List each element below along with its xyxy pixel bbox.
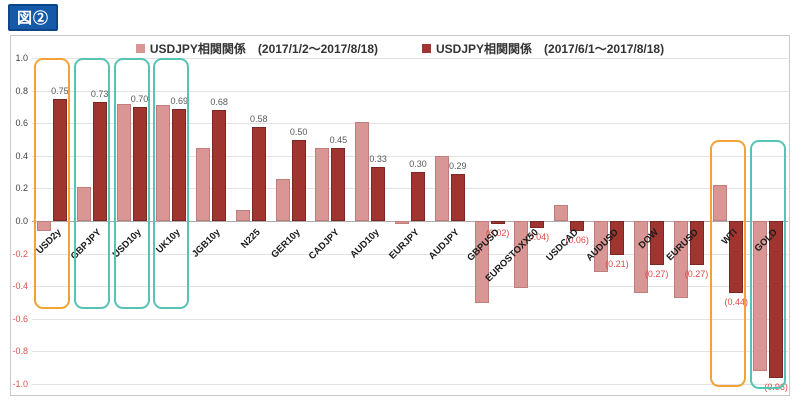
bar-USD10y-series1 (116, 103, 131, 221)
data-label-GBPUSD: (0.02) (485, 228, 510, 239)
bar-GBPJPY-series1 (76, 186, 91, 221)
data-label-AUDJPY: 0.29 (449, 160, 467, 171)
data-label-USD2y: 0.75 (51, 85, 69, 96)
y-axis-tick-label: 0.2 (15, 183, 28, 194)
gridline (32, 318, 788, 320)
bar-WTI-series2 (729, 221, 744, 293)
bar-AUDJPY-series2 (450, 173, 465, 221)
gridline (32, 188, 788, 190)
bar-GBPUSD-series2 (490, 221, 505, 225)
bar-UK10y-series1 (156, 105, 171, 221)
data-label-AUD10y: 0.33 (369, 154, 387, 165)
bar-USD10y-series2 (132, 106, 147, 221)
y-axis-tick-label: 1.0 (15, 53, 28, 63)
gridline (32, 155, 788, 157)
bar-WTI-series1 (713, 185, 728, 221)
bar-UK10y-series2 (172, 108, 187, 221)
gridline (32, 58, 788, 59)
data-label-AUDUSD: (0.21) (605, 259, 629, 270)
y-axis-tick-label: -0.4 (12, 281, 28, 292)
legend-entry-series2: USDJPY相関関係 (2017/6/1〜2017/8/18) (422, 40, 664, 57)
bar-AUDJPY-series1 (434, 155, 449, 221)
y-axis-tick-label: 0.0 (15, 216, 28, 226)
gridline (32, 253, 788, 255)
bar-USDCAD-series2 (570, 221, 585, 231)
data-label-GOLD: (0.96) (764, 381, 788, 392)
plot-area: 1.0 0.8 0.6 0.4 0.2 0.0 -0.2 -0.4 -0.6 -0.8 -1.0 0.… (12, 53, 788, 392)
data-label-USD10y: 0.70 (130, 93, 149, 104)
data-label-EUROSTOXX50: (0.04) (525, 231, 550, 242)
bar-EURUSD-series2 (689, 221, 704, 265)
bar-JGB10y-series1 (196, 147, 211, 221)
bar-N225-series2 (251, 126, 266, 221)
gridline (32, 90, 788, 92)
bar-GER10y-series1 (275, 178, 290, 221)
data-label-USDCAD: (0.06) (565, 234, 589, 245)
bar-EURJPY-series1 (395, 221, 409, 225)
bar-USD2y-series1 (36, 221, 51, 231)
y-axis-tick-label: -0.8 (12, 346, 28, 357)
bar-USD2y-series2 (52, 98, 67, 222)
bar-GOLD-series2 (769, 221, 784, 378)
data-label-GER10y: 0.50 (289, 126, 308, 137)
y-axis-tick-label: -0.2 (12, 248, 28, 259)
bar-GBPUSD-series1 (474, 221, 489, 303)
data-label-JGB10y: 0.68 (210, 97, 228, 108)
data-label-N225: 0.58 (250, 113, 268, 124)
data-label-WTI: (0.44) (724, 296, 749, 307)
bar-DOW-series2 (649, 221, 664, 265)
gridline (32, 123, 788, 125)
bar-AUDUSD-series2 (609, 221, 624, 256)
bar-DOW-series1 (633, 221, 648, 293)
bar-USDCAD-series1 (554, 204, 569, 221)
bar-N225-series1 (235, 209, 250, 221)
legend-label-series2: USDJPY相関関係 (2017/6/1〜2017/8/18) (436, 41, 665, 56)
data-label-EURJPY: 0.30 (409, 159, 427, 170)
bar-AUD10y-series2 (371, 167, 386, 221)
y-axis-tick-label: 0.4 (15, 150, 28, 161)
bar-AUDUSD-series1 (593, 221, 608, 272)
bar-EURUSD-series1 (673, 221, 688, 298)
legend-swatch-series1-icon (135, 43, 145, 53)
y-axis-tick-label: 0.6 (15, 118, 28, 129)
zero-axis-line (32, 221, 788, 222)
chart-legend: USDJPY相関関係 (2017/1/2〜2017/8/18) USDJPY相関… (11, 40, 789, 56)
y-axis-tick-label: -0.6 (12, 313, 28, 324)
chart-container: USDJPY相関関係 (2017/1/2〜2017/8/18) USDJPY相関… (10, 35, 790, 396)
data-label-DOW: (0.27) (644, 269, 669, 279)
bar-GOLD-series1 (753, 221, 768, 371)
bar-EUROSTOXX50-series1 (514, 221, 529, 288)
data-label-UK10y: 0.69 (170, 95, 189, 106)
y-axis-tick-label: 0.8 (15, 85, 28, 96)
bar-EURJPY-series2 (411, 172, 425, 221)
legend-label-series1: USDJPY相関関係 (2017/1/2〜2017/8/18) (149, 41, 378, 56)
legend-swatch-series2-icon (422, 43, 431, 53)
figure-badge: 図② (8, 4, 58, 31)
y-axis-tick-label: -1.0 (12, 379, 28, 389)
bar-JGB10y-series2 (212, 110, 227, 221)
data-label-GBPJPY: 0.73 (90, 89, 109, 99)
legend-entry-series1: USDJPY相関関係 (2017/1/2〜2017/8/18) (135, 40, 378, 57)
gridline (32, 286, 788, 288)
gridline (32, 351, 788, 353)
data-label-EURUSD: (0.27) (684, 269, 709, 279)
bar-CADJPY-series2 (331, 147, 346, 221)
bar-GBPJPY-series2 (92, 102, 107, 221)
bar-CADJPY-series1 (315, 147, 330, 221)
data-label-CADJPY: 0.45 (329, 134, 348, 145)
gridline (32, 384, 788, 385)
bar-AUD10y-series1 (355, 121, 370, 221)
bar-EUROSTOXX50-series2 (530, 221, 545, 228)
bar-GER10y-series2 (291, 139, 306, 221)
